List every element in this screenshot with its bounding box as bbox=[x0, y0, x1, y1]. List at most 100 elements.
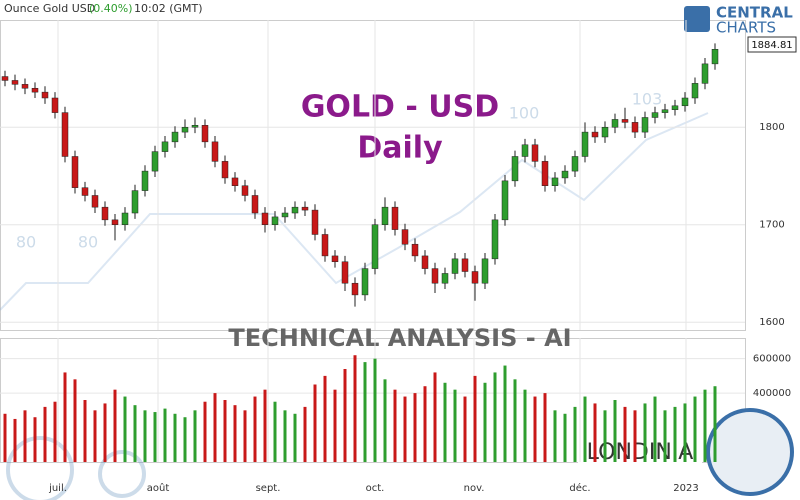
volume-bar bbox=[133, 405, 137, 462]
volume-bar bbox=[153, 412, 157, 462]
volume-bar bbox=[393, 389, 397, 462]
candle-body bbox=[521, 144, 529, 157]
volume-bar bbox=[253, 396, 257, 462]
instrument: Ounce Gold USD bbox=[4, 2, 95, 15]
x-tick-label: nov. bbox=[464, 483, 485, 494]
candle-body bbox=[271, 216, 279, 225]
candle-body bbox=[691, 83, 699, 99]
volume-bar bbox=[443, 382, 447, 462]
volume-bar bbox=[123, 396, 127, 462]
candle-body bbox=[321, 234, 329, 257]
volume-bar bbox=[383, 379, 387, 462]
candle-body bbox=[501, 180, 509, 221]
volume-bar bbox=[13, 418, 17, 462]
candle-body bbox=[161, 141, 169, 152]
volume-bar bbox=[473, 375, 477, 462]
candle-body bbox=[281, 212, 289, 218]
volume-bar bbox=[3, 413, 7, 462]
volume-bar bbox=[233, 405, 237, 462]
volume-bar bbox=[223, 400, 227, 462]
volume-bar bbox=[603, 410, 607, 462]
candle-body bbox=[121, 212, 129, 225]
volume-bar bbox=[643, 403, 647, 462]
volume-bar bbox=[73, 379, 77, 462]
change: (0.40%) bbox=[89, 2, 133, 15]
last-price: 1884.81 bbox=[751, 40, 792, 51]
decor-label: 103 bbox=[632, 90, 663, 109]
candle-body bbox=[381, 206, 389, 225]
candle-body bbox=[81, 187, 89, 196]
candle-body bbox=[671, 105, 679, 110]
candle-body bbox=[221, 161, 229, 179]
volume-bar bbox=[573, 406, 577, 462]
candle-body bbox=[31, 87, 39, 93]
candle-body bbox=[291, 206, 299, 214]
volume-bar bbox=[373, 358, 377, 462]
volume-bar bbox=[173, 413, 177, 462]
candle-body bbox=[631, 122, 639, 133]
candle-body bbox=[341, 261, 349, 284]
volume-bar bbox=[193, 410, 197, 462]
volume-bar bbox=[273, 401, 277, 462]
candle-body bbox=[11, 80, 19, 85]
candle-body bbox=[411, 243, 419, 257]
volume-bar bbox=[663, 410, 667, 462]
volume-bar bbox=[343, 369, 347, 462]
volume-bar bbox=[143, 410, 147, 462]
volume-bar bbox=[313, 384, 317, 462]
candle-body bbox=[201, 125, 209, 143]
volume-bar bbox=[513, 379, 517, 462]
candle-body bbox=[461, 258, 469, 272]
x-tick-label: sept. bbox=[256, 483, 281, 494]
volume-bar bbox=[633, 410, 637, 462]
volume-bar bbox=[293, 413, 297, 462]
candle-body bbox=[151, 151, 159, 172]
candle-body bbox=[711, 48, 719, 65]
volume-bar bbox=[183, 417, 187, 462]
volume-bar bbox=[283, 410, 287, 462]
volume-bar bbox=[553, 410, 557, 462]
volume-bar bbox=[33, 417, 37, 462]
y-tick-label: 1600 bbox=[759, 317, 784, 328]
volume-bar bbox=[453, 389, 457, 462]
candle-body bbox=[401, 229, 409, 245]
logo-text: CHARTS bbox=[716, 19, 776, 37]
volume-bar bbox=[83, 400, 87, 462]
volume-bar bbox=[493, 372, 497, 462]
volume-bar bbox=[333, 389, 337, 462]
volume-bar bbox=[403, 396, 407, 462]
candle-body bbox=[601, 126, 609, 138]
volume-bar bbox=[463, 396, 467, 462]
brand-box bbox=[578, 432, 702, 472]
candle-body bbox=[561, 170, 569, 179]
volume-bar bbox=[683, 403, 687, 462]
volume-bar bbox=[363, 362, 367, 462]
decor-label: 100 bbox=[509, 104, 540, 123]
candle-body bbox=[531, 144, 539, 162]
candle-body bbox=[391, 206, 399, 230]
candle-body bbox=[571, 156, 579, 172]
decor-icon bbox=[6, 436, 74, 500]
volume-bar bbox=[93, 410, 97, 462]
candle-body bbox=[371, 224, 379, 269]
volume-bar bbox=[703, 389, 707, 462]
avatar bbox=[706, 408, 794, 496]
candle-body bbox=[251, 195, 259, 214]
volume-bar bbox=[303, 406, 307, 462]
candle-body bbox=[91, 195, 99, 208]
decor-icon bbox=[98, 450, 146, 498]
candle-body bbox=[41, 91, 49, 99]
y-tick-label: 1800 bbox=[759, 122, 784, 133]
last-price-box bbox=[747, 36, 797, 53]
candle-body bbox=[51, 97, 59, 113]
y-tick-label: 1700 bbox=[759, 220, 784, 231]
volume-bar bbox=[693, 396, 697, 462]
volume-bar bbox=[593, 403, 597, 462]
x-tick-label: oct. bbox=[366, 483, 385, 494]
candle-body bbox=[101, 206, 109, 221]
volume-bar bbox=[43, 406, 47, 462]
volume-panel bbox=[0, 338, 746, 463]
candle-body bbox=[661, 109, 669, 113]
volume-bar bbox=[53, 401, 57, 462]
